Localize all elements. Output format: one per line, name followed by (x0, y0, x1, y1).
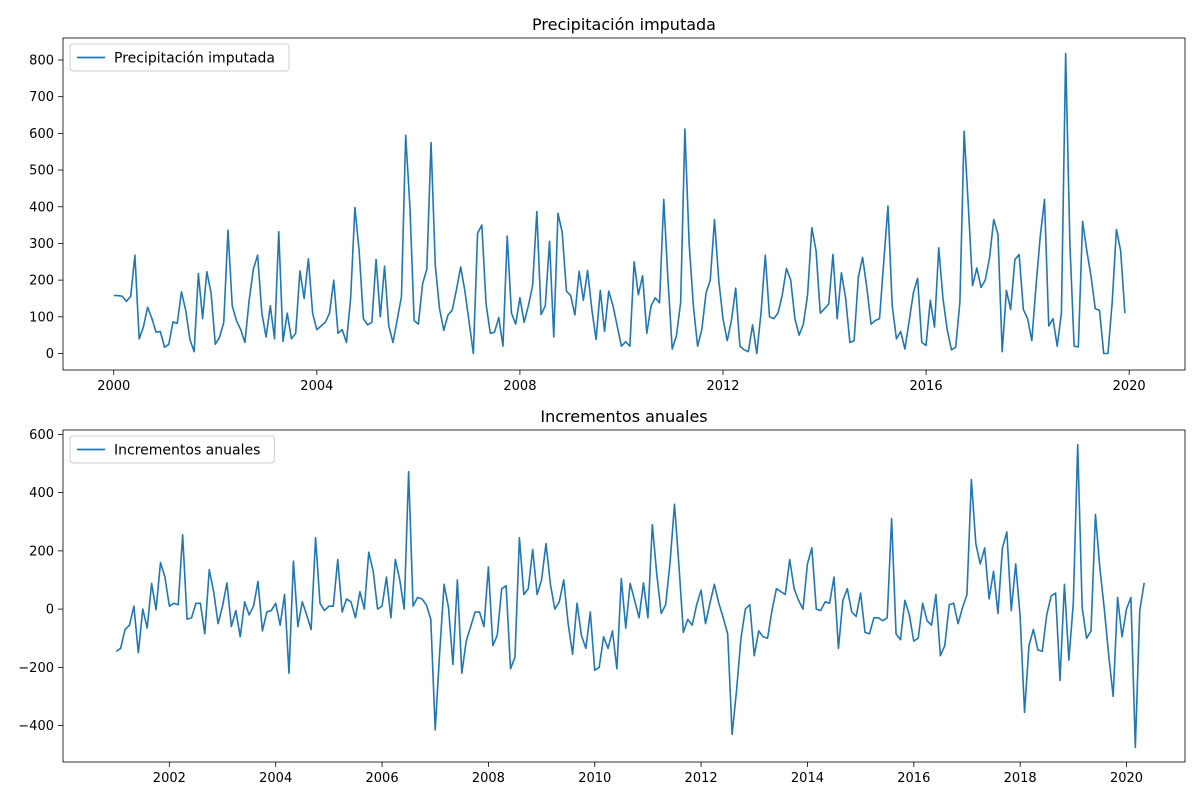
legend: Incrementos anuales (69, 435, 275, 464)
x-tick-label: 2004 (259, 771, 292, 786)
y-tick-label: 200 (29, 274, 54, 289)
x-tick-label: 2018 (1004, 771, 1037, 786)
x-tick-label: 2002 (153, 771, 186, 786)
legend-label: Incrementos anuales (114, 443, 260, 459)
y-tick-label: 600 (29, 127, 54, 142)
y-tick-label: 400 (29, 486, 54, 501)
y-tick-label: −200 (18, 661, 54, 676)
legend-box (69, 43, 290, 72)
y-tick-label: 600 (29, 428, 54, 443)
chart-title: Incrementos anuales (540, 407, 707, 426)
series-line (115, 443, 1145, 749)
y-tick-label: 500 (29, 164, 54, 179)
x-tick-label: 2016 (910, 379, 943, 394)
y-tick-label: 200 (29, 544, 54, 559)
legend-label: Precipitación imputada (114, 51, 275, 67)
x-tick-label: 2016 (897, 771, 930, 786)
x-tick-label: 2004 (300, 379, 333, 394)
x-tick-label: 2008 (472, 771, 505, 786)
y-tick-label: 400 (29, 200, 54, 215)
x-tick-label: 2000 (97, 379, 130, 394)
axes-frame (62, 37, 1186, 371)
chart-title: Precipitación imputada (532, 15, 716, 34)
x-tick-label: 2012 (685, 771, 718, 786)
x-tick-label: 2014 (791, 771, 824, 786)
x-tick-label: 2008 (503, 379, 536, 394)
chart-incrementos-anuales: Incrementos anuales 2002 2004 2006 2008 2010 2… (18, 407, 1186, 786)
x-tick-label: 2010 (578, 771, 611, 786)
axes-frame (62, 429, 1186, 763)
y-tick-label: −400 (18, 719, 54, 734)
y-tick-label: 100 (29, 310, 54, 325)
y-tick-label: 0 (46, 347, 54, 362)
x-tick-label: 2020 (1110, 771, 1143, 786)
y-tick-label: 300 (29, 237, 54, 252)
x-tick-label: 2020 (1113, 379, 1146, 394)
legend: Precipitación imputada (69, 43, 290, 72)
y-tick-label: 700 (29, 90, 54, 105)
y-tick-label: 800 (29, 54, 54, 69)
y-tick-label: 0 (46, 603, 54, 618)
series-line (113, 52, 1126, 355)
legend-box (69, 435, 275, 464)
x-tick-label: 2006 (366, 771, 399, 786)
x-tick-label: 2012 (706, 379, 739, 394)
